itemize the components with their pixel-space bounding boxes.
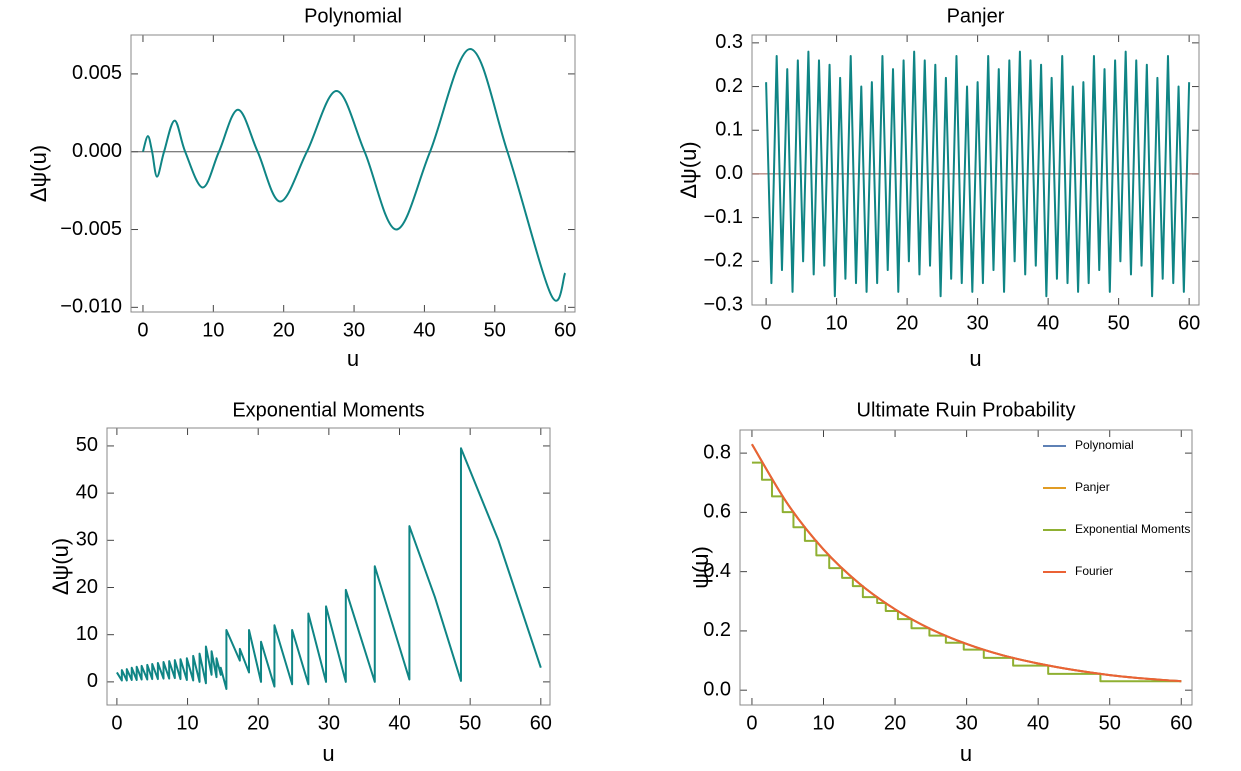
plot-frame	[739, 429, 1193, 706]
chart-title: Ultimate Ruin Probability	[857, 399, 1076, 421]
legend-label: Panjer	[1075, 480, 1110, 494]
data-line	[751, 443, 1182, 683]
y-tick-label: 0.3	[715, 31, 743, 53]
x-tick-label: 10	[176, 712, 198, 734]
y-tick-label: 0.2	[703, 619, 731, 641]
x-tick-label: 10	[825, 312, 847, 334]
x-tick-label: 60	[530, 712, 552, 734]
x-tick-label: 50	[1107, 312, 1129, 334]
y-tick-label: −0.3	[704, 293, 743, 315]
plot-frame	[130, 34, 576, 313]
y-tick-label: 0.4	[703, 560, 731, 582]
x-tick-label: 0	[761, 312, 772, 334]
y-tick-label: −0.2	[704, 250, 743, 272]
y-tick-label: −0.010	[60, 296, 122, 318]
x-tick-label: 40	[1037, 312, 1059, 334]
y-tick-label: 40	[76, 481, 98, 503]
y-tick-label: 0.000	[72, 140, 122, 162]
x-tick-label: 60	[554, 319, 576, 341]
x-tick-label: 0	[111, 712, 122, 734]
x-tick-label: 30	[955, 712, 977, 734]
legend-label: Exponential Moments	[1075, 522, 1190, 536]
y-axis-label: Δψ(u)	[48, 538, 73, 595]
subplot: Polynomial u Δψ(u) 0 10 20 30 40 50 60 −0.010 −0.00…	[26, 5, 576, 371]
y-tick-label: 50	[76, 434, 98, 456]
x-tick-label: 20	[247, 712, 269, 734]
x-tick-label: 20	[896, 312, 918, 334]
y-tick-label: 10	[76, 623, 98, 645]
y-tick-label: 0.2	[715, 75, 743, 97]
y-tick-label: −0.005	[60, 218, 122, 240]
y-tick-label: −0.1	[704, 206, 743, 228]
data-line	[751, 443, 1182, 683]
y-tick-label: 0	[87, 670, 98, 692]
x-tick-label: 50	[1099, 712, 1121, 734]
x-tick-label: 0	[137, 319, 148, 341]
chart-title: Polynomial	[304, 5, 402, 27]
data-line	[751, 443, 1182, 683]
y-tick-label: 20	[76, 576, 98, 598]
y-tick-label: 0.8	[703, 441, 731, 463]
y-tick-label: 0.0	[715, 162, 743, 184]
x-tick-label: 30	[966, 312, 988, 334]
x-tick-label: 10	[202, 319, 224, 341]
y-tick-label: 0.005	[72, 62, 122, 84]
y-tick-label: 30	[76, 529, 98, 551]
y-tick-label: 0.0	[703, 678, 731, 700]
x-tick-label: 60	[1178, 312, 1200, 334]
chart-title: Panjer	[947, 5, 1005, 27]
x-tick-label: 20	[884, 712, 906, 734]
data-line	[765, 50, 1191, 298]
subplot: Exponential Moments u Δψ(u) 0 10 20 30 40 50 60 0 1…	[48, 399, 552, 766]
y-axis-label: ψ(u)	[688, 546, 713, 589]
data-line	[751, 461, 1182, 683]
x-axis-label: u	[960, 741, 972, 766]
x-tick-label: 40	[413, 319, 435, 341]
legend-label: Polynomial	[1075, 438, 1134, 452]
x-axis-label: u	[322, 741, 334, 766]
chart-title: Exponential Moments	[232, 399, 424, 421]
x-tick-label: 50	[484, 319, 506, 341]
x-tick-label: 30	[343, 319, 365, 341]
x-tick-label: 0	[746, 712, 757, 734]
plot-frame	[751, 34, 1200, 306]
subplot: Ultimate Ruin Probability u ψ(u) 0 10 20 30 40 5…	[688, 399, 1193, 766]
x-tick-label: 30	[318, 712, 340, 734]
x-tick-label: 10	[812, 712, 834, 734]
x-tick-label: 40	[388, 712, 410, 734]
y-tick-label: 0.6	[703, 501, 731, 523]
x-tick-label: 60	[1170, 712, 1192, 734]
y-tick-label: 0.1	[715, 119, 743, 141]
subplot: Panjer u Δψ(u) 0 10 20 30 40 50 60 −0.3 −0.2 −0.1 0.0…	[676, 5, 1200, 371]
plot-frame	[106, 427, 551, 706]
data-line	[141, 48, 567, 302]
x-tick-label: 20	[273, 319, 295, 341]
y-axis-label: Δψ(u)	[26, 145, 51, 202]
y-axis-label: Δψ(u)	[676, 141, 701, 198]
x-axis-label: u	[969, 346, 981, 371]
legend-label: Fourier	[1075, 564, 1113, 578]
x-axis-label: u	[347, 346, 359, 371]
x-tick-label: 50	[459, 712, 481, 734]
x-tick-label: 40	[1027, 712, 1049, 734]
data-line	[116, 447, 542, 690]
